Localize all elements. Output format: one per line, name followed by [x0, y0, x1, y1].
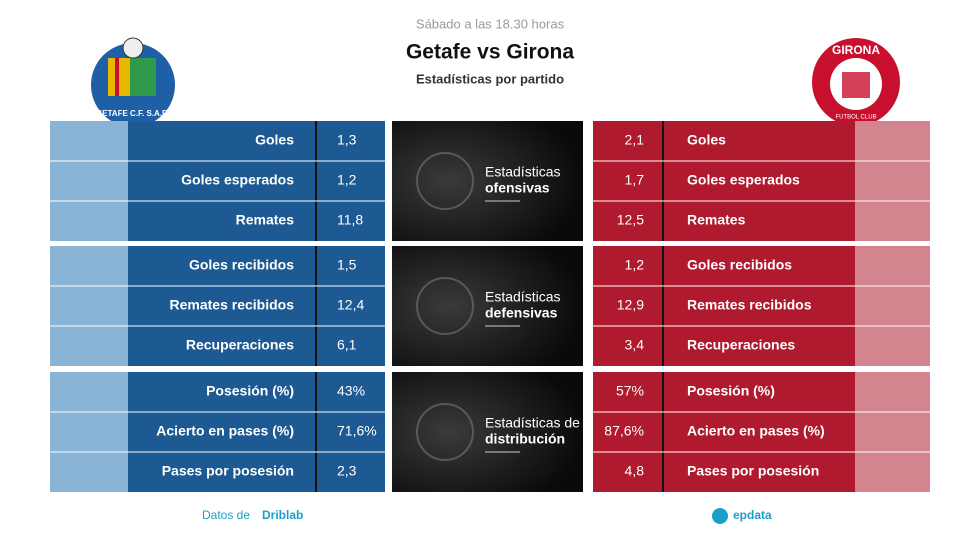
away-value: 4,8: [625, 463, 645, 479]
home-logo: GETAFE C.F. S.A.D.: [89, 37, 177, 129]
title: Getafe vs Girona: [406, 41, 574, 64]
away-label: Posesión (%): [687, 383, 775, 399]
home-label: Recuperaciones: [186, 337, 294, 353]
section-title: defensivas: [485, 305, 558, 321]
logo-ball: [122, 37, 144, 59]
away-band: [593, 121, 855, 241]
away-label: Remates recibidos: [687, 297, 812, 313]
home-value: 2,3: [337, 463, 357, 479]
home-band-light: [50, 372, 128, 492]
logo-shield: [130, 58, 156, 96]
away-band-light: [855, 372, 930, 492]
home-value: 12,4: [337, 297, 364, 313]
panel-art: [416, 152, 474, 210]
away-label: Acierto en pases (%): [687, 423, 825, 439]
away-value: 1,7: [625, 172, 645, 188]
home-value: 1,2: [337, 172, 357, 188]
home-band-light: [50, 246, 128, 366]
home-label: Acierto en pases (%): [156, 423, 294, 439]
away-label: Goles esperados: [687, 172, 800, 188]
source-prefix: Datos de: [202, 508, 250, 522]
away-band: [593, 372, 855, 492]
section-title: ofensivas: [485, 180, 550, 196]
home-label: Goles recibidos: [189, 257, 294, 273]
home-label: Remates recibidos: [170, 297, 295, 313]
section-title: Estadísticas de: [485, 415, 580, 431]
home-value: 71,6%: [337, 423, 377, 439]
subtitle: Sábado a las 18.30 horas: [416, 16, 565, 31]
away-value: 87,6%: [604, 423, 644, 439]
away-logo: GIRONA FUTBOL CLUB: [812, 38, 900, 126]
home-value: 1,3: [337, 132, 357, 148]
home-value: 6,1: [337, 337, 357, 353]
home-band: [128, 246, 385, 366]
home-label: Goles esperados: [181, 172, 294, 188]
logo-stripe: [115, 58, 119, 96]
section-panel: [392, 121, 583, 241]
home-value: 11,8: [337, 212, 363, 228]
home-label: Posesión (%): [206, 383, 294, 399]
away-value: 3,4: [625, 337, 645, 353]
home-band: [128, 121, 385, 241]
away-value: 12,5: [617, 212, 644, 228]
home-label: Goles: [255, 132, 294, 148]
section-panel: [392, 372, 583, 492]
section-panel: [392, 246, 583, 366]
section-title: Estadísticas: [485, 289, 560, 305]
panel-art: [416, 277, 474, 335]
away-band: [593, 246, 855, 366]
home-band-light: [50, 121, 128, 241]
away-value: 57%: [616, 383, 644, 399]
section-title: Estadísticas: [485, 164, 560, 180]
logo-text: GETAFE C.F. S.A.D.: [96, 109, 170, 118]
home-band: [128, 372, 385, 492]
source: Driblab: [262, 508, 303, 522]
away-label: Pases por posesión: [687, 463, 819, 479]
away-band-light: [855, 246, 930, 366]
section-title: distribución: [485, 431, 565, 447]
caption: Estadísticas por partido: [416, 71, 564, 86]
home-label: Pases por posesión: [162, 463, 294, 479]
away-label: Remates: [687, 212, 746, 228]
panel-art: [416, 403, 474, 461]
away-band-light: [855, 121, 930, 241]
home-value: 43%: [337, 383, 365, 399]
brand-icon: [712, 508, 728, 524]
brand: epdata: [733, 508, 772, 522]
away-label: Goles recibidos: [687, 257, 792, 273]
home-label: Remates: [236, 212, 295, 228]
home-value: 1,5: [337, 257, 357, 273]
logo-text: GIRONA: [832, 43, 880, 57]
logo-text: FUTBOL CLUB: [835, 115, 876, 121]
away-value: 2,1: [625, 132, 645, 148]
away-value: 12,9: [617, 297, 644, 313]
away-label: Goles: [687, 132, 726, 148]
away-label: Recuperaciones: [687, 337, 795, 353]
away-value: 1,2: [625, 257, 645, 273]
logo-shield: [842, 72, 870, 98]
